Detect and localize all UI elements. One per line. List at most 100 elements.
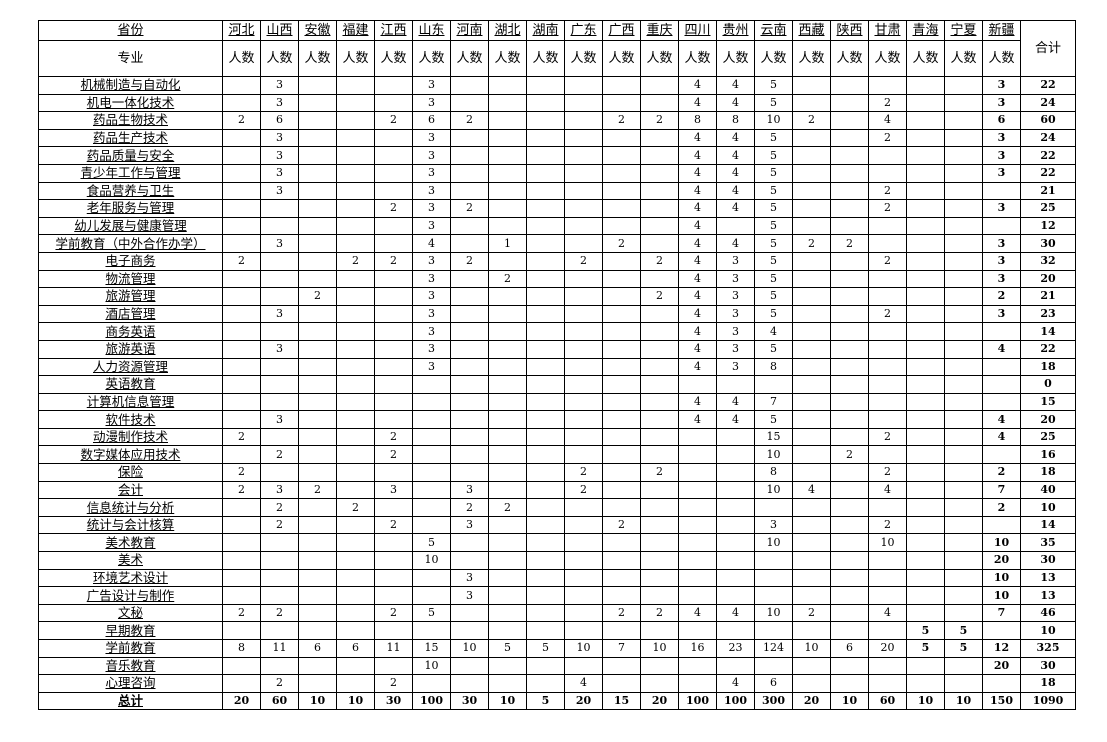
totals-label: 总计 xyxy=(38,691,223,711)
count-cell xyxy=(944,568,983,588)
count-cell xyxy=(298,128,337,148)
count-cell xyxy=(222,128,261,148)
count-cell xyxy=(792,533,831,553)
major-name: 信息统计与分析 xyxy=(38,498,223,517)
count-cell xyxy=(260,357,299,377)
count-cell xyxy=(260,287,299,306)
count-cell: 2 xyxy=(374,515,413,535)
count-cell: 5 xyxy=(412,533,451,553)
count-cell xyxy=(488,181,527,201)
column-total: 100 xyxy=(716,691,755,711)
count-cell xyxy=(906,586,945,605)
province-header: 西藏 xyxy=(792,20,831,41)
count-cell xyxy=(792,463,831,482)
count-cell xyxy=(868,498,907,517)
count-cell xyxy=(868,568,907,588)
count-cell: 3 xyxy=(260,128,299,148)
count-cell: 4 xyxy=(678,392,717,412)
count-cell xyxy=(374,322,413,341)
count-cell: 4 xyxy=(716,93,755,113)
count-header: 人数 xyxy=(260,40,299,77)
count-header: 人数 xyxy=(678,40,717,77)
count-cell xyxy=(222,339,261,359)
count-cell xyxy=(222,656,261,676)
count-cell xyxy=(526,551,565,570)
count-header: 人数 xyxy=(944,40,983,77)
table-row: 药品生产技术 3 3 4 4 5 2 3 24 xyxy=(38,128,1076,148)
province-header: 山东 xyxy=(412,20,451,41)
count-cell xyxy=(792,515,831,535)
province-header: 重庆 xyxy=(640,20,679,41)
row-total: 18 xyxy=(1020,463,1076,482)
count-cell: 3 xyxy=(260,480,299,500)
count-cell xyxy=(678,674,717,693)
count-cell xyxy=(260,269,299,289)
row-total: 14 xyxy=(1020,322,1076,341)
count-cell xyxy=(944,111,983,130)
count-cell: 3 xyxy=(450,568,489,588)
count-cell xyxy=(602,410,641,429)
count-cell: 2 xyxy=(602,234,641,253)
count-cell: 7 xyxy=(602,639,641,658)
count-cell xyxy=(640,498,679,517)
count-cell xyxy=(678,463,717,482)
count-cell: 2 xyxy=(868,199,907,218)
count-cell xyxy=(906,392,945,412)
table-row: 机电一体化技术 3 3 4 4 5 2 3 24 xyxy=(38,93,1076,113)
count-cell: 3 xyxy=(982,269,1021,289)
count-cell xyxy=(830,357,869,377)
count-cell xyxy=(830,480,869,500)
count-cell xyxy=(374,357,413,377)
count-cell xyxy=(906,76,945,95)
province-header: 陕西 xyxy=(830,20,869,41)
column-total: 60 xyxy=(868,691,907,711)
count-cell xyxy=(298,515,337,535)
province-header: 河北 xyxy=(222,20,261,41)
count-cell: 3 xyxy=(716,269,755,289)
count-cell xyxy=(868,287,907,306)
count-cell xyxy=(222,181,261,201)
count-cell xyxy=(298,375,337,394)
count-cell xyxy=(298,76,337,95)
count-cell xyxy=(792,586,831,605)
count-cell: 3 xyxy=(982,76,1021,95)
count-cell xyxy=(450,674,489,693)
count-cell xyxy=(564,427,603,447)
count-cell xyxy=(754,551,793,570)
count-cell xyxy=(564,234,603,253)
count-cell xyxy=(298,463,337,482)
count-cell: 3 xyxy=(260,146,299,165)
count-cell xyxy=(336,392,375,412)
column-total: 10 xyxy=(298,691,337,711)
count-cell xyxy=(906,304,945,324)
count-cell xyxy=(944,287,983,306)
count-cell xyxy=(602,181,641,201)
column-total: 10 xyxy=(906,691,945,711)
count-cell: 3 xyxy=(982,128,1021,148)
count-cell xyxy=(222,163,261,183)
count-cell xyxy=(602,199,641,218)
count-cell: 5 xyxy=(906,639,945,658)
column-total: 20 xyxy=(640,691,679,711)
count-cell xyxy=(260,586,299,605)
count-cell xyxy=(830,111,869,130)
row-total: 13 xyxy=(1020,586,1076,605)
count-cell xyxy=(792,322,831,341)
count-cell xyxy=(526,339,565,359)
count-cell xyxy=(906,128,945,148)
count-cell: 2 xyxy=(450,199,489,218)
count-cell xyxy=(906,216,945,236)
count-cell xyxy=(526,199,565,218)
row-total: 14 xyxy=(1020,515,1076,535)
row-total: 30 xyxy=(1020,234,1076,253)
count-cell xyxy=(602,427,641,447)
count-cell xyxy=(906,234,945,253)
province-header: 湖南 xyxy=(526,20,565,41)
totals-row: 总计 20 60 10 10 30 100 30 10 5 20 15 20 100 100 300 20 10 6… xyxy=(38,691,1076,711)
count-cell xyxy=(602,251,641,271)
count-cell xyxy=(678,568,717,588)
count-cell xyxy=(944,163,983,183)
count-cell: 2 xyxy=(868,128,907,148)
count-cell xyxy=(906,163,945,183)
count-cell: 4 xyxy=(982,339,1021,359)
